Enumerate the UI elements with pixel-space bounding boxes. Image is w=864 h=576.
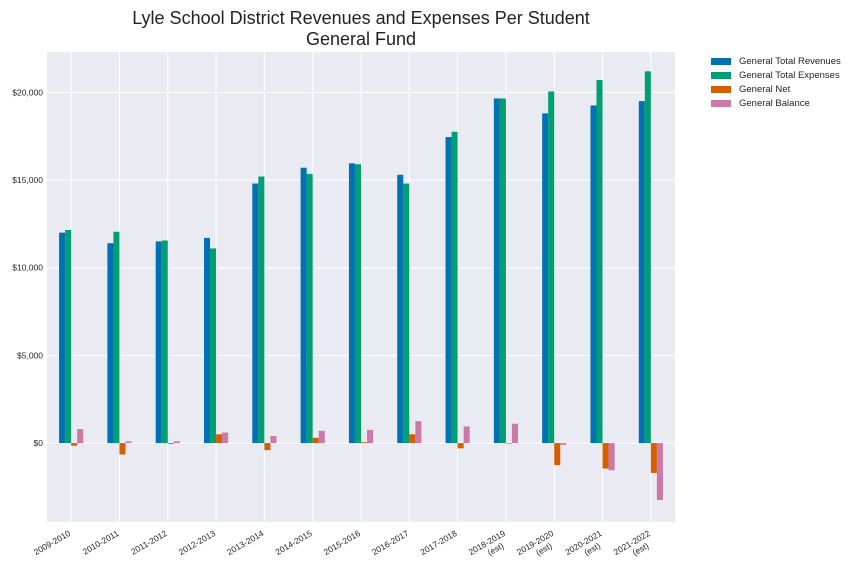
- bar: [348, 163, 355, 444]
- bar: [306, 173, 313, 444]
- bar: [161, 240, 168, 444]
- bar: [107, 243, 114, 444]
- bar: [650, 443, 657, 473]
- bar: [367, 429, 374, 444]
- x-tick-label-line: 2015-2016: [322, 528, 362, 557]
- y-axis-ticks: $0 $5,000 $10,000 $15,000 $20,000: [12, 87, 43, 448]
- bar: [65, 230, 72, 444]
- bar: [204, 237, 211, 444]
- bar: [119, 443, 126, 455]
- bar: [511, 423, 518, 444]
- bar: [505, 443, 512, 444]
- bar: [499, 98, 506, 444]
- y-tick-label: $20,000: [12, 87, 43, 97]
- bar: [445, 137, 452, 444]
- bar: [409, 434, 416, 444]
- bar: [656, 443, 663, 501]
- y-tick-label: $10,000: [12, 263, 43, 273]
- legend-item: General Net: [711, 82, 841, 96]
- bar: [602, 443, 609, 469]
- x-tick-label: 2015-2016: [322, 528, 362, 557]
- chart-title-line-2: General Fund: [305, 29, 417, 49]
- bar: [264, 443, 271, 451]
- bar: [542, 113, 549, 444]
- x-tick-label: 2018-2019(est): [467, 528, 512, 566]
- x-tick-label: 2013-2014: [225, 528, 265, 557]
- x-tick-label: 2019-2020(est): [515, 528, 560, 566]
- bar: [463, 426, 470, 444]
- chart-title: Lyle School District Revenues and Expens…: [47, 8, 675, 50]
- x-tick-label-line: 2009-2010: [32, 528, 72, 557]
- bar: [71, 443, 78, 446]
- bar: [252, 183, 259, 444]
- legend-swatch: [711, 99, 731, 107]
- x-axis-ticks: 2009-2010 2010-2011 2011-2012 2012-2013 2013…: [32, 528, 657, 566]
- bar: [258, 176, 265, 444]
- bar: [300, 167, 307, 444]
- bar: [608, 443, 615, 471]
- bar: [155, 241, 162, 444]
- x-tick-label-line: 2013-2014: [225, 528, 265, 557]
- bar: [59, 232, 66, 444]
- bar: [312, 437, 319, 444]
- bar: [596, 80, 603, 444]
- x-tick-label-line: 2014-2015: [273, 528, 313, 557]
- x-tick-label: 2017-2018: [418, 528, 458, 557]
- bar: [554, 443, 561, 466]
- x-tick-label: 2016-2017: [370, 528, 410, 557]
- x-tick-label: 2012-2013: [177, 528, 217, 557]
- x-tick-label-line: 2010-2011: [81, 528, 121, 557]
- bar: [216, 434, 223, 444]
- legend-label: General Net: [739, 83, 791, 95]
- bar: [403, 183, 410, 444]
- bar: [451, 131, 458, 444]
- bar: [210, 248, 217, 444]
- bar: [493, 98, 500, 444]
- x-tick-label: 2021-2022(est): [612, 528, 657, 566]
- bar: [548, 91, 555, 444]
- x-tick-label-line: 2012-2013: [177, 528, 217, 557]
- legend-item: General Total Expenses: [711, 68, 841, 82]
- bar: [361, 442, 368, 444]
- legend-label: General Total Revenues: [739, 55, 841, 67]
- x-tick-label: 2009-2010: [32, 528, 72, 557]
- bar: [354, 164, 361, 444]
- bar: [318, 430, 325, 444]
- bar: [590, 105, 597, 444]
- bar: [173, 441, 180, 444]
- legend: General Total Revenues General Total Expe…: [711, 54, 841, 110]
- x-tick-label-line: 2011-2012: [129, 528, 169, 557]
- bar: [222, 432, 229, 444]
- legend-item: General Total Revenues: [711, 54, 841, 68]
- x-tick-label: 2011-2012: [129, 528, 169, 557]
- y-tick-label: $0: [34, 438, 44, 448]
- x-tick-label-line: 2016-2017: [370, 528, 410, 557]
- x-tick-label: 2020-2021(est): [563, 528, 608, 566]
- bar: [638, 101, 645, 444]
- x-tick-label: 2014-2015: [273, 528, 313, 557]
- legend-swatch: [711, 85, 731, 93]
- bar: [415, 421, 422, 444]
- legend-item: General Balance: [711, 96, 841, 110]
- legend-label: General Balance: [739, 97, 810, 109]
- bar: [113, 231, 120, 444]
- x-tick-label: 2010-2011: [81, 528, 121, 557]
- bar: [270, 436, 277, 444]
- x-tick-label-line: 2017-2018: [418, 528, 458, 557]
- bar: [125, 441, 132, 444]
- bar: [644, 71, 651, 444]
- bar: [560, 443, 567, 445]
- chart-title-line-1: Lyle School District Revenues and Expens…: [132, 8, 590, 28]
- bar: [457, 443, 464, 449]
- bar: [167, 443, 174, 444]
- bar: [397, 174, 404, 444]
- y-tick-label: $5,000: [17, 350, 43, 360]
- bars: [59, 71, 663, 501]
- legend-swatch: [711, 71, 731, 79]
- y-tick-label: $15,000: [12, 175, 43, 185]
- bar: [77, 429, 84, 444]
- legend-label: General Total Expenses: [739, 69, 840, 81]
- legend-swatch: [711, 57, 731, 65]
